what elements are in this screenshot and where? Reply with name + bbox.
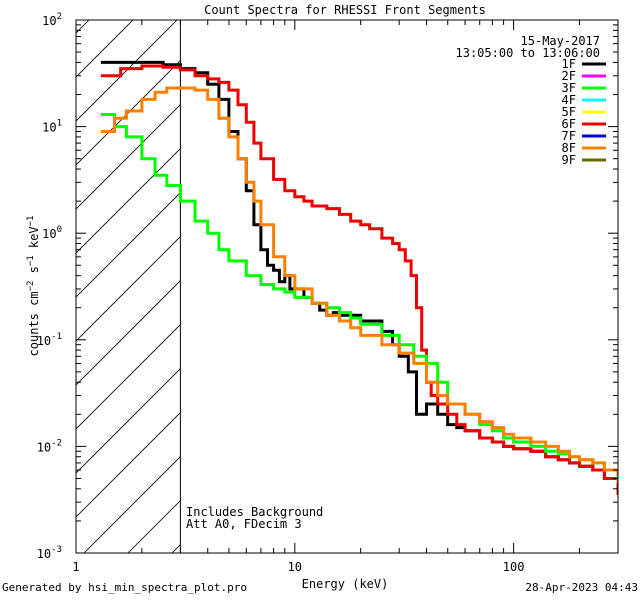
hatch-line (83, 456, 181, 553)
hatch-line (76, 192, 181, 298)
legend-label-4f: 4F (562, 93, 576, 107)
plot-frame (75, 19, 619, 554)
y-axis-ticks: 10-3 10-2 10-1 100 101 102 (37, 12, 618, 561)
legend-label-6f: 6F (562, 117, 576, 131)
legend-label-3f: 3F (562, 81, 576, 95)
hatch-line (76, 20, 178, 122)
y-axis-label: counts cm−2 s−1 keV−1 (26, 216, 41, 357)
legend-label-8f: 8F (562, 141, 576, 155)
x-axis-label: Energy (keV) (302, 577, 389, 591)
legend-label-9f: 9F (562, 153, 576, 167)
note-attenuator: Att A0, FDecim 3 (186, 517, 302, 531)
footer-generated-by: Generated by hsi_min_spectra_plot.pro (2, 581, 248, 594)
series-line-6f (100, 64, 618, 495)
x-tick-label: 10 (288, 560, 302, 574)
hatch-line (76, 60, 181, 166)
y-tick-label: 100 (42, 225, 62, 241)
series-lines (100, 60, 618, 495)
footer-timestamp: 28-Apr-2023 04:43 (525, 581, 638, 594)
chart-title: Count Spectra for RHESSI Front Segments (204, 3, 486, 17)
hatch-line (76, 368, 181, 474)
y-tick-label: 10-3 (37, 545, 62, 561)
hatch-line (76, 104, 181, 210)
y-tick-label: 10-1 (37, 332, 62, 348)
hatch-line (76, 324, 181, 430)
legend-label-5f: 5F (562, 105, 576, 119)
x-axis-ticks: 1 10 100 (72, 20, 619, 574)
observation-time-range: 13:05:00 to 13:06:00 (456, 46, 601, 60)
series-line-1f (100, 60, 618, 489)
y-tick-label: 102 (42, 12, 62, 28)
hatch-line (76, 20, 134, 78)
excluded-region-hatch (76, 20, 181, 553)
legend-label-1f: 1F (562, 57, 576, 71)
observation-date: 15-May-2017 (521, 34, 600, 48)
note-background: Includes Background (186, 505, 323, 519)
series-line-8f (100, 86, 618, 484)
series-line-3f (100, 113, 618, 479)
x-tick-label: 100 (503, 560, 525, 574)
hatch-line (76, 412, 181, 518)
hatch-line (76, 280, 181, 386)
y-tick-label: 101 (42, 119, 62, 135)
x-tick-label: 1 (72, 560, 79, 574)
y-tick-label: 10-2 (37, 438, 62, 454)
legend-label-2f: 2F (562, 69, 576, 83)
hatch-line (76, 236, 181, 342)
legend-label-7f: 7F (562, 129, 576, 143)
